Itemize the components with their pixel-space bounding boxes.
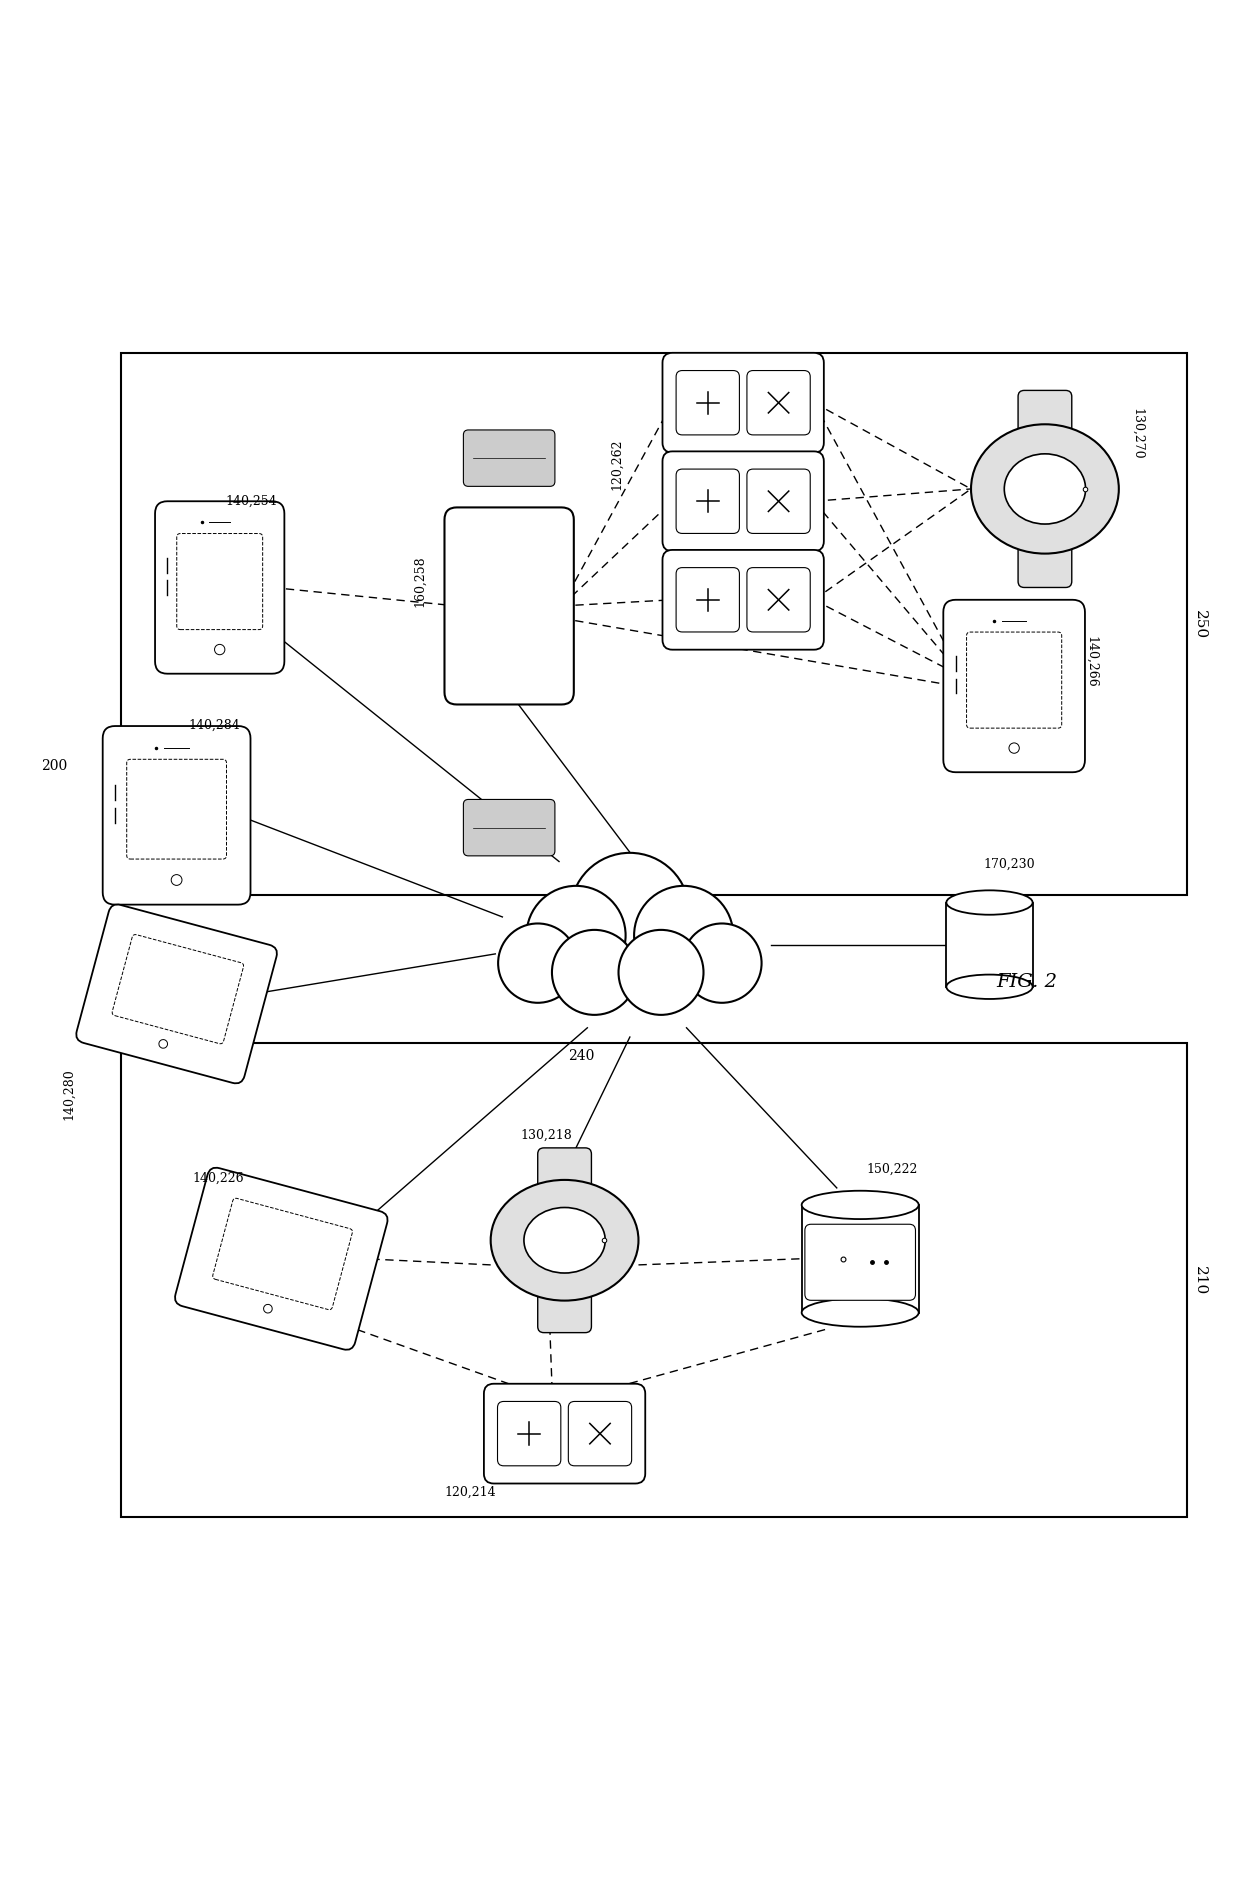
Text: 140,280: 140,280 xyxy=(62,1068,76,1119)
FancyBboxPatch shape xyxy=(676,567,739,633)
Text: 170,230: 170,230 xyxy=(983,858,1035,871)
Circle shape xyxy=(215,644,224,655)
Circle shape xyxy=(682,923,761,1002)
Circle shape xyxy=(619,929,703,1015)
FancyBboxPatch shape xyxy=(484,1383,645,1483)
Circle shape xyxy=(498,923,578,1002)
Ellipse shape xyxy=(1004,454,1085,524)
Text: 120,262: 120,262 xyxy=(610,439,622,490)
Bar xyxy=(946,903,1033,987)
FancyBboxPatch shape xyxy=(944,601,1085,771)
FancyBboxPatch shape xyxy=(746,469,810,533)
Bar xyxy=(802,1205,919,1312)
Text: 160,258: 160,258 xyxy=(413,556,427,606)
Ellipse shape xyxy=(802,1299,919,1327)
FancyBboxPatch shape xyxy=(1018,390,1071,435)
Text: 140,226: 140,226 xyxy=(192,1171,243,1184)
FancyBboxPatch shape xyxy=(538,1149,591,1192)
FancyBboxPatch shape xyxy=(676,469,739,533)
FancyBboxPatch shape xyxy=(568,1402,631,1466)
FancyBboxPatch shape xyxy=(538,1289,591,1333)
FancyBboxPatch shape xyxy=(805,1224,915,1301)
FancyBboxPatch shape xyxy=(1018,542,1071,588)
Circle shape xyxy=(159,1040,167,1047)
FancyBboxPatch shape xyxy=(103,726,250,905)
FancyBboxPatch shape xyxy=(177,533,263,629)
FancyBboxPatch shape xyxy=(464,430,556,486)
FancyBboxPatch shape xyxy=(112,935,243,1044)
Text: 140,266: 140,266 xyxy=(1085,636,1097,687)
Circle shape xyxy=(264,1305,273,1314)
FancyBboxPatch shape xyxy=(444,507,574,704)
FancyBboxPatch shape xyxy=(464,800,556,856)
Text: 140,254: 140,254 xyxy=(226,494,278,507)
FancyBboxPatch shape xyxy=(676,370,739,435)
FancyBboxPatch shape xyxy=(155,501,284,674)
FancyBboxPatch shape xyxy=(662,353,823,452)
Ellipse shape xyxy=(525,1207,605,1273)
Circle shape xyxy=(634,886,733,985)
Text: 130,218: 130,218 xyxy=(521,1128,572,1141)
Ellipse shape xyxy=(802,1190,919,1218)
Text: 240: 240 xyxy=(568,1049,595,1064)
Ellipse shape xyxy=(946,890,1033,914)
FancyBboxPatch shape xyxy=(175,1167,388,1350)
Text: 250: 250 xyxy=(1193,610,1207,638)
Ellipse shape xyxy=(946,974,1033,999)
Ellipse shape xyxy=(971,424,1118,554)
Text: 120,214: 120,214 xyxy=(444,1487,496,1500)
FancyBboxPatch shape xyxy=(746,370,810,435)
FancyBboxPatch shape xyxy=(76,905,277,1083)
Circle shape xyxy=(171,875,182,886)
Text: 130,270: 130,270 xyxy=(1131,407,1145,460)
Circle shape xyxy=(1009,743,1019,753)
Circle shape xyxy=(552,929,637,1015)
FancyBboxPatch shape xyxy=(497,1402,560,1466)
Circle shape xyxy=(570,852,689,972)
FancyBboxPatch shape xyxy=(966,633,1061,728)
Text: 210: 210 xyxy=(1193,1265,1207,1295)
Text: 200: 200 xyxy=(41,758,67,773)
FancyBboxPatch shape xyxy=(746,567,810,633)
FancyBboxPatch shape xyxy=(213,1198,352,1310)
Text: FIG. 2: FIG. 2 xyxy=(996,972,1056,991)
Ellipse shape xyxy=(491,1181,639,1301)
FancyBboxPatch shape xyxy=(662,450,823,552)
FancyBboxPatch shape xyxy=(662,550,823,649)
Text: 150,222: 150,222 xyxy=(867,1162,918,1175)
Text: 140,284: 140,284 xyxy=(188,719,241,732)
FancyBboxPatch shape xyxy=(126,760,227,860)
Circle shape xyxy=(527,886,626,985)
